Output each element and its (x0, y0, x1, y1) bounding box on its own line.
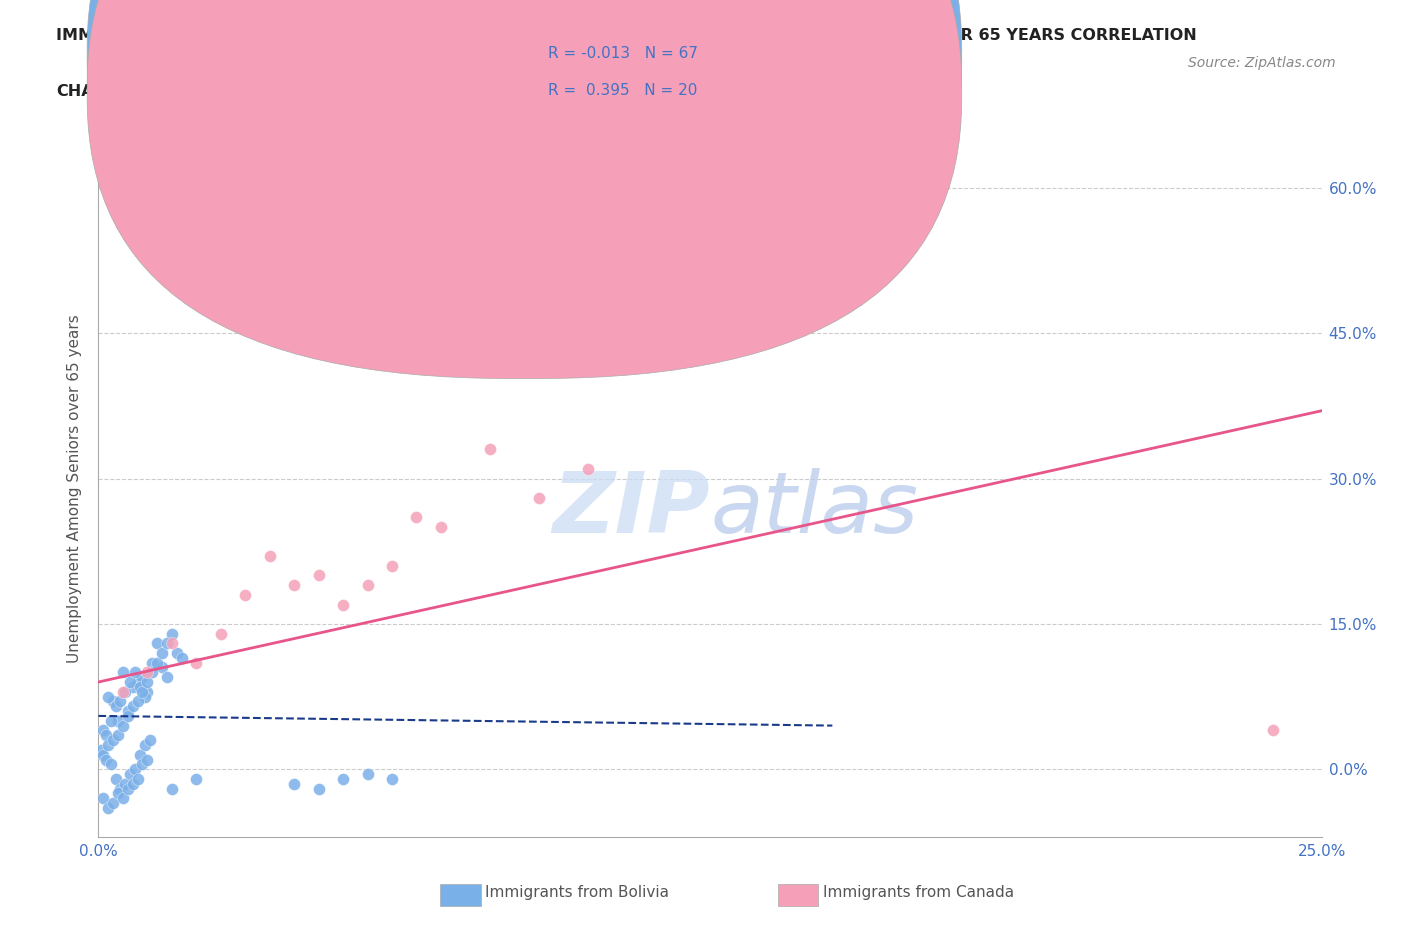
Point (104, 698, 127, 713)
Point (233, 588, 256, 603)
Point (97, 801, 120, 816)
Point (121, 680, 143, 695)
Point (134, 737, 156, 752)
Point (114, 777, 136, 791)
Point (527, 490, 550, 505)
Point (136, 684, 159, 699)
Point (1261, 723, 1284, 737)
Point (117, 704, 139, 719)
Point (94, 728, 117, 743)
Point (650, 307, 672, 322)
Text: R = -0.013   N = 67: R = -0.013 N = 67 (548, 46, 699, 61)
Point (160, 636, 183, 651)
Point (259, 549, 281, 564)
Y-axis label: Unemployment Among Seniors over 65 years: Unemployment Among Seniors over 65 years (67, 314, 83, 662)
Point (156, 636, 179, 651)
Point (150, 660, 173, 675)
Point (332, 597, 354, 612)
Point (101, 733, 124, 748)
Point (124, 762, 146, 777)
Point (91, 747, 114, 762)
Point (111, 718, 134, 733)
Point (111, 684, 134, 699)
Point (381, 772, 404, 787)
Point (117, 781, 139, 796)
Point (283, 578, 305, 592)
Point (114, 684, 136, 699)
Point (97, 737, 120, 752)
Point (107, 786, 129, 801)
Point (308, 781, 330, 796)
Point (121, 777, 143, 791)
Point (129, 747, 152, 762)
Point (139, 733, 162, 748)
Text: ZIP: ZIP (553, 468, 710, 551)
Point (124, 665, 146, 680)
Point (430, 520, 453, 535)
Point (136, 674, 159, 689)
Point (127, 772, 149, 787)
Point (91, 723, 114, 737)
Point (100, 757, 122, 772)
Text: IMMIGRANTS FROM BOLIVIA VS IMMIGRANTS FROM CANADA UNEMPLOYMENT AMONG SENIORS OVE: IMMIGRANTS FROM BOLIVIA VS IMMIGRANTS FR… (56, 28, 1197, 43)
Point (150, 645, 173, 660)
Point (170, 650, 193, 665)
Point (110, 694, 132, 709)
Text: atlas: atlas (710, 468, 918, 551)
Point (110, 781, 132, 796)
Point (283, 777, 305, 791)
Point (101, 796, 124, 811)
Point (166, 645, 188, 660)
Point (97, 689, 120, 704)
Point (107, 728, 129, 743)
Text: Source: ZipAtlas.com: Source: ZipAtlas.com (1188, 56, 1336, 70)
Point (160, 781, 183, 796)
Text: CHART: CHART (56, 84, 117, 99)
Point (186, 656, 208, 671)
Point (131, 670, 153, 684)
Point (94, 752, 117, 767)
Point (405, 510, 427, 525)
Point (356, 766, 378, 781)
Point (111, 790, 134, 805)
Point (127, 694, 149, 709)
Point (129, 680, 152, 695)
Point (91, 790, 114, 805)
Point (101, 694, 124, 709)
Point (100, 713, 122, 728)
Point (146, 636, 169, 651)
Point (332, 772, 354, 787)
Point (131, 684, 153, 699)
Point (120, 766, 142, 781)
Point (156, 670, 179, 684)
Point (576, 461, 599, 476)
Point (111, 665, 134, 680)
Point (209, 626, 232, 641)
Point (127, 674, 149, 689)
Point (141, 656, 163, 671)
Point (381, 558, 404, 573)
Point (146, 656, 169, 671)
Point (136, 665, 159, 680)
Point (120, 674, 142, 689)
Point (90, 742, 112, 757)
Point (478, 442, 501, 457)
Point (107, 713, 129, 728)
Point (308, 568, 330, 583)
Point (675, 277, 697, 292)
Point (121, 698, 143, 713)
Point (117, 709, 139, 724)
Point (141, 665, 163, 680)
Text: Immigrants from Bolivia: Immigrants from Bolivia (485, 885, 669, 900)
Point (186, 772, 208, 787)
Text: R =  0.395   N = 20: R = 0.395 N = 20 (548, 83, 697, 98)
Point (131, 757, 153, 772)
Point (104, 772, 127, 787)
Point (136, 752, 159, 767)
Point (160, 626, 183, 641)
Point (134, 689, 156, 704)
Text: Immigrants from Canada: Immigrants from Canada (823, 885, 1014, 900)
Point (356, 578, 378, 592)
